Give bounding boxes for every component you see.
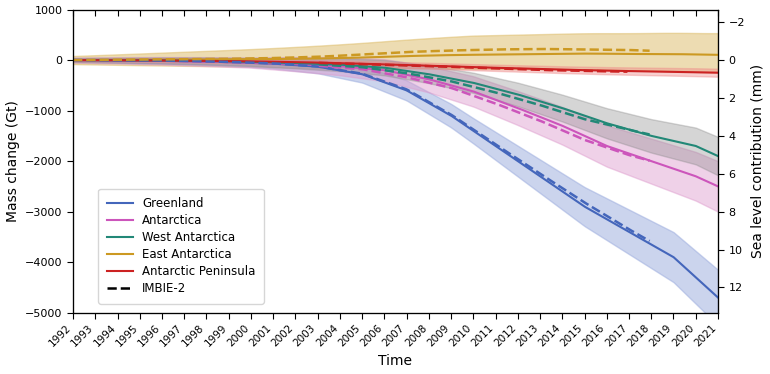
- Antarctic Peninsula: [412, 63, 421, 68]
- Antarctic Peninsula: [240, 59, 249, 64]
- East Antarctica: [69, 58, 78, 62]
- Antarctica: [412, 74, 421, 79]
- Greenland: [704, 287, 713, 291]
- East Antarctica: [713, 53, 722, 57]
- Antarctica: [685, 172, 695, 177]
- Line: Greenland: Greenland: [73, 60, 718, 297]
- Antarctica: [449, 84, 458, 88]
- Greenland: [69, 58, 78, 62]
- West Antarctica: [713, 154, 722, 158]
- West Antarctica: [704, 150, 713, 154]
- X-axis label: Time: Time: [379, 355, 413, 368]
- Antarctic Peninsula: [69, 58, 78, 62]
- Antarctica: [366, 67, 375, 71]
- Line: West Antarctica: West Antarctica: [73, 60, 718, 156]
- East Antarctica: [412, 53, 421, 58]
- Antarctic Peninsula: [685, 70, 695, 74]
- West Antarctica: [69, 58, 78, 62]
- West Antarctica: [685, 142, 695, 147]
- Line: Antarctica: Antarctica: [73, 60, 718, 186]
- Line: East Antarctica: East Antarctica: [73, 53, 718, 60]
- Greenland: [412, 94, 421, 98]
- East Antarctica: [581, 51, 590, 56]
- Antarctica: [704, 180, 713, 184]
- West Antarctica: [412, 70, 421, 75]
- Greenland: [366, 75, 375, 80]
- Antarctic Peninsula: [449, 64, 458, 69]
- West Antarctica: [366, 64, 375, 69]
- Y-axis label: Mass change (Gt): Mass change (Gt): [5, 100, 19, 222]
- Antarctic Peninsula: [704, 70, 713, 75]
- East Antarctica: [706, 52, 715, 57]
- Antarctica: [240, 60, 249, 65]
- Antarctica: [69, 58, 78, 62]
- Antarctica: [713, 184, 722, 188]
- Greenland: [713, 295, 722, 300]
- Antarctic Peninsula: [366, 62, 375, 66]
- Antarctic Peninsula: [713, 70, 722, 75]
- West Antarctica: [240, 59, 249, 64]
- East Antarctica: [688, 52, 697, 56]
- East Antarctica: [366, 55, 375, 59]
- Legend: Greenland, Antarctica, West Antarctica, East Antarctica, Antarctic Peninsula, IM: Greenland, Antarctica, West Antarctica, …: [99, 188, 263, 304]
- Greenland: [685, 270, 695, 275]
- Y-axis label: Sea level contribution (mm): Sea level contribution (mm): [751, 64, 765, 258]
- Line: Antarctic Peninsula: Antarctic Peninsula: [73, 60, 718, 73]
- Greenland: [240, 61, 249, 65]
- Greenland: [449, 115, 458, 120]
- East Antarctica: [240, 57, 249, 61]
- West Antarctica: [449, 77, 458, 81]
- East Antarctica: [449, 53, 458, 57]
